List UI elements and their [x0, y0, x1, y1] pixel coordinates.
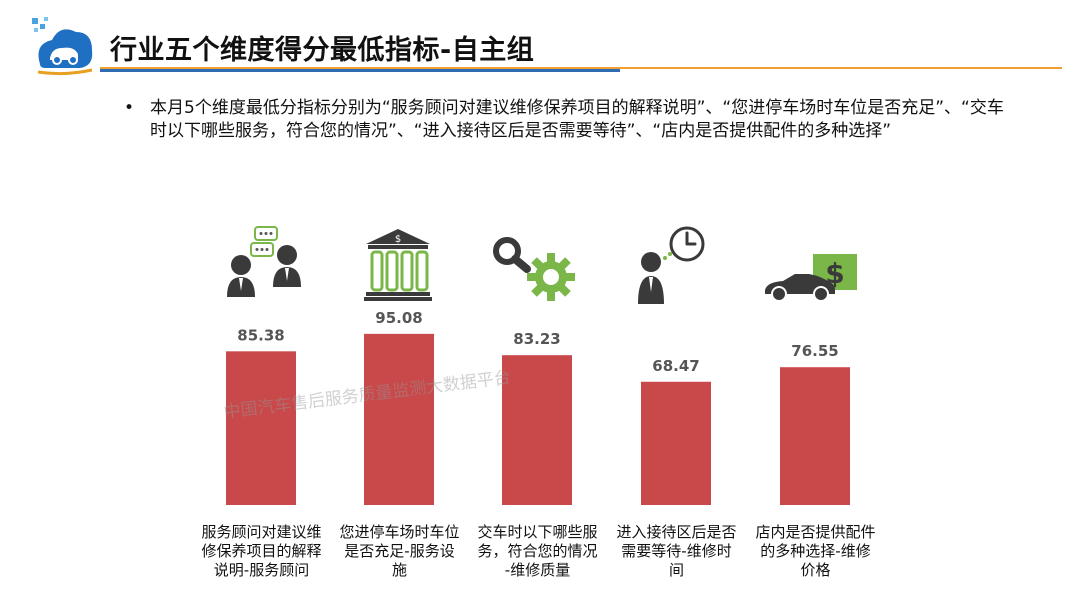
category-label-line: 交车时以下哪些服: [477, 523, 598, 541]
category-label-line: 施: [391, 561, 407, 579]
svg-text:$: $: [395, 234, 401, 245]
category-label-1: 服务顾问对建议维 修保养项目的解释 说明-服务顾问: [194, 523, 329, 580]
category-label-2: 您进停车场时车位 是否充足-服务设施: [332, 523, 467, 580]
category-label-line: 是否充足-服务设: [344, 542, 455, 560]
bar-value-label-2: 95.08: [375, 309, 422, 327]
bar-value-label-1: 85.38: [237, 326, 284, 344]
person-clock-icon: [638, 226, 705, 304]
category-label-line: 修保养项目的解释: [201, 542, 322, 560]
category-label-line: 说明-服务顾问: [213, 561, 310, 579]
title-rule-blue: [100, 69, 620, 72]
bar-2: [364, 333, 434, 505]
category-label-5: 店内是否提供配件 的多种选择-维修 价格: [748, 523, 883, 580]
category-label-line: 店内是否提供配件: [755, 523, 876, 541]
bar-value-label-3: 83.23: [513, 330, 560, 348]
bar-value-label-5: 76.55: [791, 342, 838, 360]
category-label-line: -维修质量: [504, 561, 571, 579]
category-label-line: 价格: [800, 561, 831, 579]
category-label-line: 务，符合您的情况: [477, 542, 598, 560]
bullet-dot-icon: •: [124, 98, 135, 118]
category-label-4: 进入接待区后是否 需要等待-维修时间: [609, 523, 744, 580]
category-label-line: 服务顾问对建议维: [201, 523, 322, 541]
category-label-line: 的多种选择-维修: [760, 542, 871, 560]
bullet-text: 本月5个维度最低分指标分别为“服务顾问对建议维修保养项目的解释说明”、“您进停车…: [150, 98, 1004, 141]
bar-3: [502, 355, 572, 505]
category-label-3: 交车时以下哪些服 务，符合您的情况 -维修质量: [470, 523, 605, 580]
svg-text:$: $: [825, 257, 844, 290]
magnifier-gear-icon: [493, 237, 575, 301]
bar-value-label-4: 68.47: [652, 357, 699, 375]
bar-5: [780, 367, 850, 505]
category-label-line: 需要等待-维修时: [621, 542, 732, 560]
category-label-line: 您进停车场时车位: [339, 523, 460, 541]
page-title: 行业五个维度得分最低指标-自主组: [110, 35, 535, 66]
car-money-icon: $: [765, 254, 857, 302]
category-label-line: 间: [668, 561, 684, 579]
category-label-line: 进入接待区后是否: [616, 523, 737, 541]
title-rule-orange: [100, 67, 1062, 69]
bank-building-icon: $: [364, 229, 432, 301]
bar-4: [641, 381, 711, 505]
car-cloud-logo-icon: [32, 17, 93, 76]
bullet-item: • 本月5个维度最低分指标分别为“服务顾问对建议维修保养项目的解释说明”、“您进…: [124, 97, 1008, 143]
bar-1: [226, 351, 296, 505]
conversation-people-icon: [227, 226, 301, 297]
